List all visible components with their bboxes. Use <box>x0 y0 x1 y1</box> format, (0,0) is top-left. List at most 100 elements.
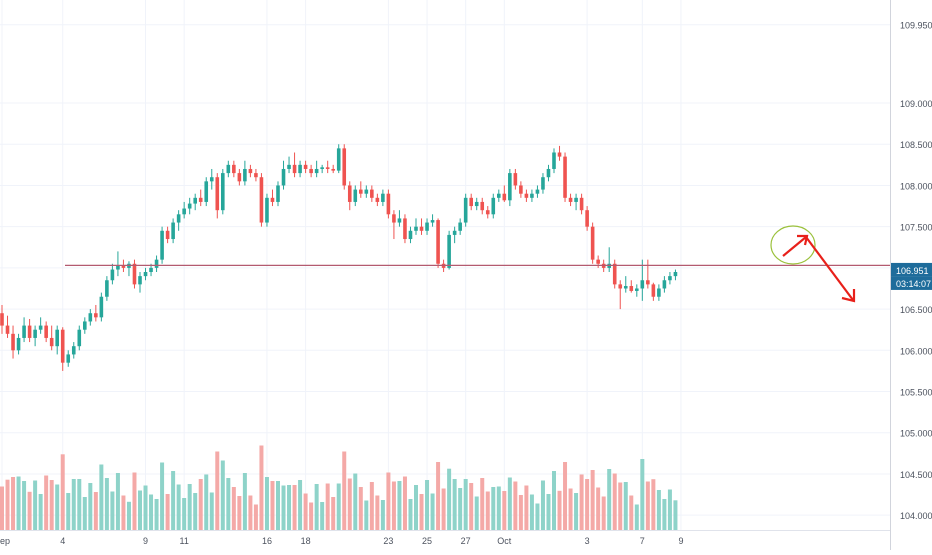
candle-body <box>491 198 495 214</box>
volume-bar <box>640 459 644 530</box>
volume-bar <box>72 479 76 530</box>
volume-bar <box>282 486 286 531</box>
candle-body <box>337 148 341 170</box>
candle-body <box>613 264 617 285</box>
volume-bar <box>199 479 203 530</box>
volume-bar <box>254 505 258 531</box>
volume-bar <box>375 496 379 531</box>
volume-bar <box>66 493 70 530</box>
y-tick-label: 108.000 <box>900 181 932 191</box>
volume-bar <box>673 500 677 530</box>
candle-body <box>447 235 451 268</box>
candle-body <box>398 218 402 222</box>
candle-body <box>276 185 280 201</box>
volume-bar <box>259 446 263 531</box>
volume-bar <box>265 477 269 530</box>
candle-body <box>138 276 142 284</box>
volume-bar <box>99 465 103 531</box>
volume-bar <box>508 478 512 531</box>
volume-bar <box>546 494 550 530</box>
volume-bar <box>204 475 208 531</box>
candle-body <box>309 169 313 173</box>
volume-bar <box>326 484 330 531</box>
volume-bar <box>635 505 639 531</box>
volume-bar <box>337 484 341 531</box>
candle-body <box>33 330 37 338</box>
volume-bar <box>359 487 363 530</box>
volume-bar <box>160 463 164 531</box>
volume-bar <box>193 493 197 530</box>
volume-bar <box>453 479 457 530</box>
candle-body <box>298 165 302 173</box>
candle-body <box>414 227 418 231</box>
volume-bar <box>381 500 385 530</box>
volume-bar <box>447 469 451 530</box>
volume-bar <box>44 476 48 531</box>
volume-bar <box>331 497 335 530</box>
volume-bar <box>353 474 357 531</box>
volume-bar <box>144 486 148 531</box>
volume-bar <box>420 494 424 530</box>
candle-body <box>392 214 396 222</box>
candle-body <box>260 177 264 222</box>
y-tick-label: 106.000 <box>900 346 932 356</box>
candle-body <box>55 330 59 346</box>
candle-body <box>116 265 120 269</box>
time-axis[interactable]: Sep49111618232527Oct379 <box>0 531 890 547</box>
candle-body <box>514 173 518 185</box>
candle-body <box>436 220 440 264</box>
y-tick-label: 107.500 <box>900 223 932 233</box>
candle-body <box>0 313 4 325</box>
volume-bar <box>88 483 92 530</box>
volume-bar <box>55 485 59 531</box>
candle-body <box>342 148 346 185</box>
candle-body <box>563 157 567 198</box>
volume-bar <box>6 480 10 530</box>
volume-bar <box>607 469 611 530</box>
volume-bar <box>127 502 131 530</box>
candle-body <box>464 198 468 223</box>
volume-bar <box>475 497 479 531</box>
volume-bar <box>287 485 291 530</box>
volume-bar <box>188 484 192 530</box>
arrow-down-line <box>806 237 853 300</box>
candle-body <box>199 198 203 202</box>
candle-body <box>177 214 181 222</box>
candle-body <box>105 280 109 296</box>
volume-bar <box>613 474 617 531</box>
candle-body <box>596 260 600 264</box>
candle-body <box>420 227 424 231</box>
annotations <box>65 226 890 301</box>
volume-bar <box>569 489 573 531</box>
volume-bar <box>535 504 539 531</box>
volume-bar <box>61 454 65 530</box>
volume-bar <box>171 471 175 530</box>
x-tick-label: 4 <box>60 536 65 546</box>
volume-bar <box>408 499 412 530</box>
volume-bar <box>237 496 241 530</box>
volume-bar <box>458 488 462 530</box>
price-axis[interactable]: 109.950109.000108.500108.000107.500107.0… <box>891 0 932 550</box>
volume-bar <box>442 489 446 531</box>
x-tick-label: 7 <box>640 536 645 546</box>
arrow-up-line <box>783 237 806 256</box>
volume-bar <box>541 481 545 531</box>
candle-body <box>144 272 148 276</box>
candle-body <box>486 210 490 214</box>
y-tick-label: 105.500 <box>900 388 932 398</box>
candle-body <box>210 177 214 181</box>
highlight-circle <box>771 226 815 264</box>
candle-body <box>580 198 584 210</box>
volume-bar <box>221 461 225 531</box>
y-tick-label: 109.000 <box>900 99 932 109</box>
volume-bar <box>11 477 15 530</box>
candle-body <box>585 210 589 226</box>
countdown-label: 03:14:07 <box>896 279 931 289</box>
candle-body <box>674 272 678 276</box>
x-tick-label: 3 <box>585 536 590 546</box>
candle-body <box>193 198 197 204</box>
volume-bar <box>364 501 368 531</box>
volume-bar <box>138 491 142 531</box>
volume-bar <box>248 496 252 531</box>
volume-bar <box>33 481 37 531</box>
